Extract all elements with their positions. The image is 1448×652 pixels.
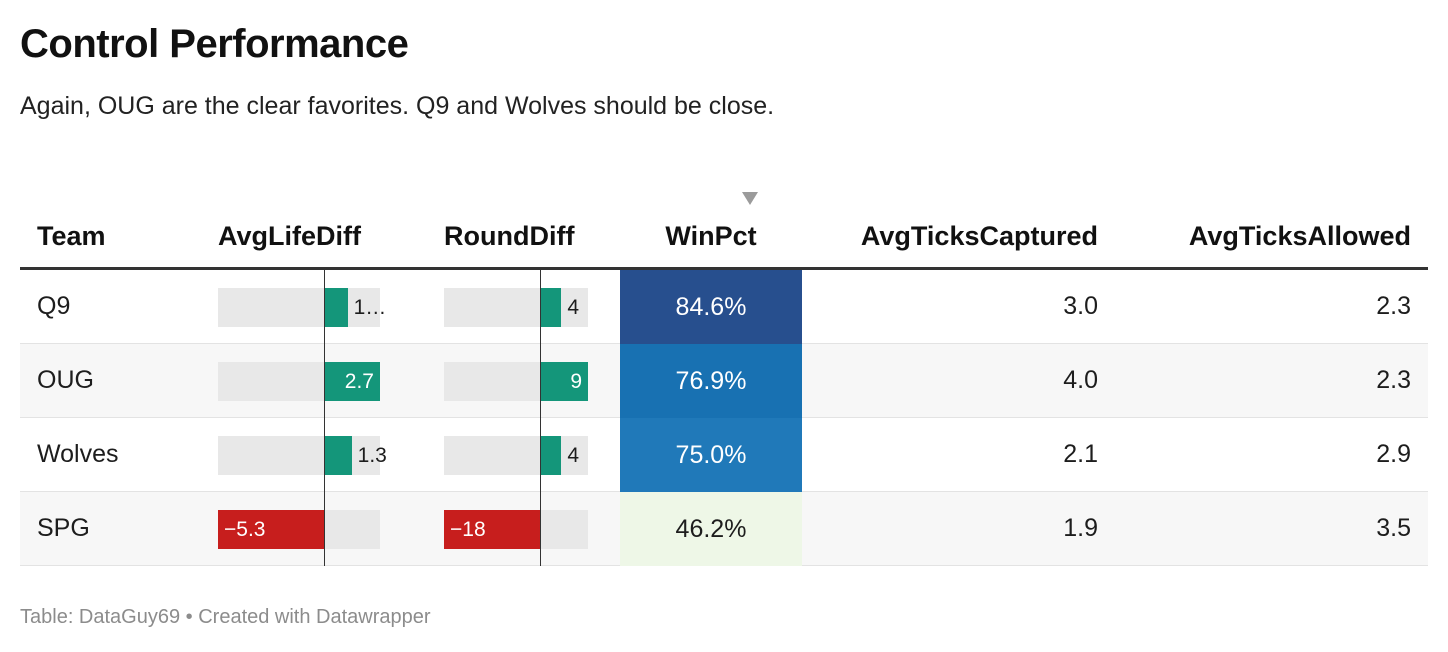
avg-ticks-captured-value: 4.0 (1063, 366, 1098, 394)
header-divider (20, 267, 1428, 270)
round-diff-bar (540, 362, 588, 401)
team-name: Wolves (37, 440, 119, 468)
avg-life-diff-value: 2.7 (344, 370, 374, 393)
avg-life-diff-value: 1… (353, 296, 387, 319)
table-row: Wolves 1.3 4 75.0% 2.1 2.9 (20, 418, 1428, 492)
sort-descending-icon (742, 192, 758, 205)
table-row: OUG 2.7 9 76.9% 4.0 2.3 (20, 344, 1428, 418)
header-avg-life-diff[interactable]: AvgLifeDiff (218, 221, 361, 251)
avg-life-diff-value: 1.3 (357, 444, 387, 467)
round-diff-bar-track (444, 436, 588, 475)
avg-life-diff-zero-axis (324, 270, 325, 566)
win-pct-cell: 84.6% (620, 270, 802, 344)
win-pct-cell: 46.2% (620, 492, 802, 566)
header-avg-ticks-allowed[interactable]: AvgTicksAllowed (1188, 221, 1411, 251)
avg-ticks-allowed-value: 2.9 (1376, 440, 1411, 468)
round-diff-zero-axis (540, 270, 541, 566)
round-diff-bar-track (444, 288, 588, 327)
chart-title: Control Performance (20, 22, 409, 66)
avg-ticks-allowed-value: 2.3 (1376, 366, 1411, 394)
avg-ticks-allowed-value: 2.3 (1376, 292, 1411, 320)
team-name: OUG (37, 366, 94, 394)
avg-ticks-allowed-value: 3.5 (1376, 514, 1411, 542)
header-round-diff[interactable]: RoundDiff (444, 221, 575, 251)
round-diff-value: −18 (450, 518, 486, 541)
round-diff-value: 4 (567, 296, 580, 319)
avg-life-diff-bar (325, 362, 380, 401)
win-pct-cell: 75.0% (620, 418, 802, 492)
header-win-pct[interactable]: WinPct (665, 221, 757, 251)
team-name: SPG (37, 514, 90, 542)
round-diff-bar (444, 510, 540, 549)
round-diff-value: 4 (567, 444, 580, 467)
source-note: Table: DataGuy69 • Created with Datawrap… (20, 606, 431, 628)
table-row: Q9 1… 4 84.6% 3.0 2.3 (20, 270, 1428, 344)
chart-subtitle: Again, OUG are the clear favorites. Q9 a… (20, 92, 775, 120)
table-row: SPG −5.3 −18 46.2% 1.9 3.5 (20, 492, 1428, 566)
avg-life-diff-bar (218, 510, 326, 549)
round-diff-bar (540, 288, 562, 327)
round-diff-bar (540, 436, 562, 475)
win-pct-cell: 76.9% (620, 344, 802, 418)
avg-life-diff-value: −5.3 (224, 518, 266, 541)
avg-life-diff-bar (325, 288, 348, 327)
avg-life-diff-bar-track (218, 436, 380, 475)
round-diff-value: 9 (570, 370, 582, 393)
avg-life-diff-bar (325, 436, 352, 475)
team-name: Q9 (37, 292, 71, 320)
avg-ticks-captured-value: 2.1 (1063, 440, 1098, 468)
avg-ticks-captured-value: 1.9 (1063, 514, 1098, 542)
avg-ticks-captured-value: 3.0 (1063, 292, 1098, 320)
header-team[interactable]: Team (37, 221, 106, 251)
header-avg-ticks-captured[interactable]: AvgTicksCaptured (860, 221, 1098, 251)
avg-life-diff-bar-track (218, 288, 380, 327)
